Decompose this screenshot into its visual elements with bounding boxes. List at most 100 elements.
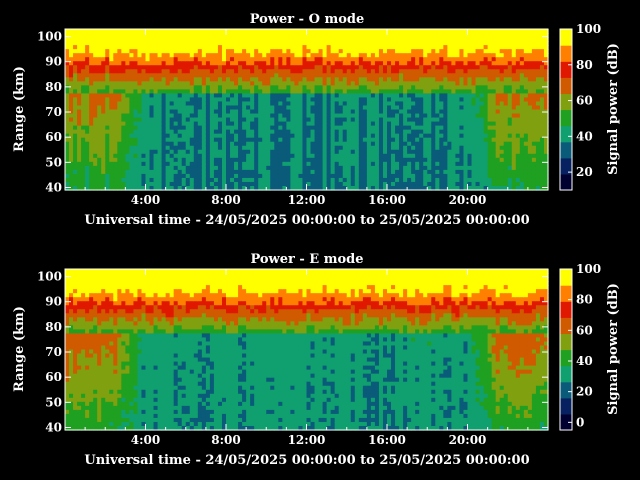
colorbar-tick-label: 40 bbox=[576, 129, 593, 143]
heatmap-cell bbox=[226, 101, 231, 107]
heatmap-cell bbox=[495, 93, 501, 99]
heatmap-cell bbox=[189, 97, 195, 103]
heatmap-cell bbox=[262, 37, 267, 42]
heatmap-cell bbox=[519, 177, 525, 183]
heatmap-cell bbox=[270, 121, 275, 127]
heatmap-cell bbox=[515, 153, 521, 159]
heatmap-cell bbox=[101, 33, 106, 38]
heatmap-cell bbox=[282, 81, 287, 86]
heatmap-cell bbox=[463, 129, 469, 135]
heatmap-cell bbox=[346, 85, 352, 90]
heatmap-cell bbox=[197, 77, 203, 82]
heatmap-cell bbox=[125, 161, 131, 167]
heatmap-cell bbox=[407, 73, 412, 78]
heatmap-cell bbox=[326, 73, 332, 78]
heatmap-cell bbox=[427, 41, 432, 46]
heatmap-cell bbox=[197, 181, 203, 187]
heatmap-cell bbox=[101, 141, 106, 147]
heatmap-cell bbox=[471, 89, 477, 95]
heatmap-cell bbox=[105, 85, 110, 90]
heatmap-cell bbox=[161, 85, 167, 90]
heatmap-cell bbox=[378, 169, 384, 175]
heatmap-cell bbox=[201, 121, 207, 127]
heatmap-cell bbox=[527, 53, 533, 58]
heatmap-cell bbox=[431, 93, 436, 99]
heatmap-cell bbox=[213, 165, 219, 171]
heatmap-cell bbox=[543, 177, 549, 183]
heatmap-cell bbox=[93, 173, 98, 179]
heatmap-cell bbox=[173, 157, 179, 163]
heatmap-cell bbox=[93, 125, 98, 131]
heatmap-cell bbox=[205, 181, 211, 187]
heatmap-cell bbox=[306, 69, 312, 74]
heatmap-cell bbox=[234, 121, 239, 127]
heatmap-cell bbox=[129, 133, 135, 139]
heatmap-cell bbox=[205, 81, 211, 86]
heatmap-cell bbox=[73, 153, 78, 159]
heatmap-cell bbox=[439, 149, 444, 155]
heatmap-cell bbox=[306, 161, 312, 167]
heatmap-cell bbox=[266, 129, 271, 135]
heatmap-cell bbox=[294, 185, 300, 191]
heatmap-cell bbox=[226, 165, 231, 171]
heatmap-cell bbox=[89, 153, 94, 159]
heatmap-cell bbox=[338, 57, 344, 62]
heatmap-cell bbox=[173, 161, 179, 167]
heatmap-cell bbox=[515, 29, 521, 34]
heatmap-cell bbox=[129, 185, 135, 191]
heatmap-cell bbox=[266, 161, 271, 167]
heatmap-cell bbox=[415, 121, 420, 127]
heatmap-cell bbox=[226, 109, 231, 115]
heatmap-cell bbox=[125, 165, 131, 171]
heatmap-cell bbox=[334, 185, 340, 191]
heatmap-cell bbox=[507, 53, 513, 58]
heatmap-cell bbox=[419, 141, 424, 147]
heatmap-cell bbox=[322, 113, 328, 119]
heatmap-cell bbox=[483, 61, 489, 66]
heatmap-cell bbox=[274, 133, 279, 139]
heatmap-cell bbox=[121, 109, 126, 115]
heatmap-cell bbox=[503, 105, 509, 111]
heatmap-cell bbox=[483, 157, 489, 163]
heatmap-cell bbox=[411, 149, 416, 155]
heatmap-cell bbox=[407, 101, 412, 107]
heatmap-cell bbox=[193, 89, 199, 95]
heatmap-cell bbox=[378, 57, 384, 62]
heatmap-cell bbox=[189, 141, 195, 147]
heatmap-cell bbox=[77, 41, 82, 46]
heatmap-cell bbox=[65, 129, 70, 135]
heatmap-cell bbox=[197, 169, 203, 175]
heatmap-cell bbox=[326, 185, 332, 191]
heatmap-cell bbox=[435, 141, 440, 147]
heatmap-cell bbox=[527, 133, 533, 139]
heatmap-cell bbox=[221, 185, 227, 191]
heatmap-cell bbox=[423, 105, 428, 111]
heatmap-cell bbox=[346, 169, 352, 175]
heatmap-cell bbox=[535, 181, 541, 187]
heatmap-cell bbox=[189, 49, 195, 54]
heatmap-cell bbox=[338, 109, 344, 115]
heatmap-cell bbox=[242, 101, 247, 107]
heatmap-cell bbox=[109, 65, 114, 70]
heatmap-cell bbox=[226, 57, 231, 62]
heatmap-cell bbox=[145, 137, 151, 143]
heatmap-cell bbox=[250, 57, 255, 62]
heatmap-cell bbox=[93, 29, 98, 34]
heatmap-cell bbox=[77, 113, 82, 119]
heatmap-cell bbox=[439, 61, 444, 66]
heatmap-cell bbox=[419, 169, 424, 175]
heatmap-cell bbox=[318, 61, 324, 66]
heatmap-cell bbox=[471, 65, 477, 70]
heatmap-cell bbox=[69, 177, 74, 183]
heatmap-cell bbox=[77, 181, 82, 187]
heatmap-cell bbox=[495, 65, 501, 70]
heatmap-cell bbox=[89, 29, 94, 34]
heatmap-cell bbox=[278, 165, 283, 171]
heatmap-cell bbox=[177, 169, 183, 175]
heatmap-cell bbox=[431, 125, 436, 131]
heatmap-cell bbox=[254, 109, 259, 115]
heatmap-cell bbox=[431, 81, 436, 86]
heatmap-cell bbox=[141, 157, 147, 163]
heatmap-cell bbox=[129, 53, 135, 58]
heatmap-cell bbox=[230, 97, 235, 103]
